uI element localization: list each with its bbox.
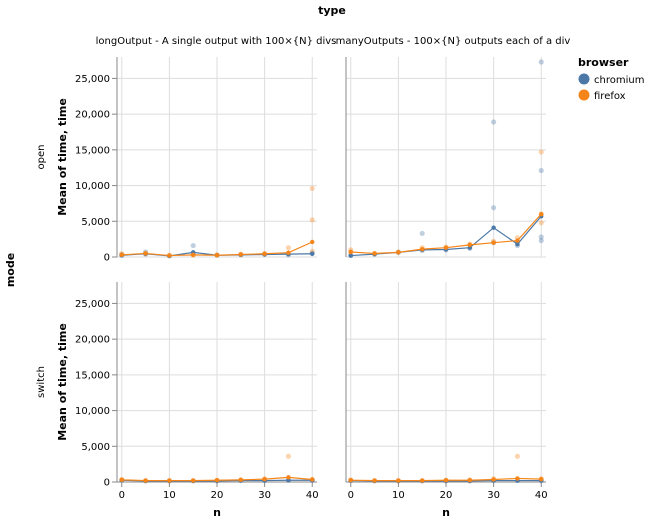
- firefox-mean-point: [372, 478, 377, 483]
- x-axis-title: n: [442, 506, 450, 519]
- chromium-mean-point: [491, 225, 496, 230]
- chromium-sample-point: [491, 119, 497, 125]
- firefox-mean-point: [348, 249, 353, 255]
- chromium-sample-point: [419, 230, 425, 237]
- firefox-mean-point: [167, 253, 172, 258]
- x-tick-label: 30: [487, 490, 500, 501]
- chromium-sample-point: [491, 205, 497, 211]
- row-label-open: open: [36, 145, 47, 170]
- chromium-mean-point: [348, 253, 353, 258]
- firefox-mean-point: [286, 250, 291, 255]
- chromium-sample-point: [538, 237, 544, 244]
- facet-open-0: 0 5,000 10,000 15,000 20,000 25,000 Mean of ti…: [36, 36, 336, 264]
- firefox-mean-point: [539, 211, 544, 217]
- firefox-mean-point: [262, 476, 267, 482]
- column-header: type: [318, 4, 346, 17]
- y-tick-label: 20,000: [75, 335, 110, 346]
- firefox-sample-point: [514, 453, 521, 459]
- firefox-mean-point: [238, 477, 244, 483]
- y-axis-title: Mean of time, time: [56, 98, 69, 216]
- firefox-mean-point: [419, 246, 425, 252]
- chromium-sample-point: [538, 234, 544, 240]
- x-tick-label: 40: [535, 490, 548, 501]
- firefox-mean-point: [467, 242, 473, 248]
- firefox-sample-point: [309, 185, 315, 192]
- legend-swatch-chromium: [578, 73, 590, 85]
- facet-switch-0: 0 5,000 10,000 15,000 20,000 25,000 Mean of ti…: [36, 282, 319, 519]
- x-tick-label: 10: [163, 490, 176, 501]
- y-tick-label: 25,000: [75, 74, 110, 85]
- column-title: longOutput - A single output with 100×{N…: [96, 36, 337, 47]
- x-tick-label: 30: [258, 490, 271, 501]
- firefox-mean-point: [286, 475, 291, 480]
- firefox-mean-point: [443, 478, 449, 483]
- firefox-mean-point: [515, 476, 520, 481]
- chromium-mean-point: [310, 251, 315, 256]
- firefox-mean-point: [167, 478, 172, 483]
- firefox-mean-point: [143, 478, 148, 483]
- firefox-sample-point: [538, 220, 544, 226]
- firefox-mean-point: [539, 476, 544, 482]
- y-tick-label: 0: [104, 253, 110, 264]
- y-tick-label: 5,000: [81, 217, 110, 228]
- x-axis-title: n: [213, 506, 221, 519]
- legend-label-firefox: firefox: [594, 91, 626, 102]
- column-title: manyOutputs - 100×{N} outputs each of a …: [336, 36, 571, 47]
- firefox-sample-point: [538, 149, 544, 155]
- x-tick-label: 0: [348, 490, 354, 501]
- firefox-sample-point: [309, 217, 315, 223]
- firefox-mean-point: [119, 252, 124, 258]
- firefox-mean-point: [443, 245, 449, 250]
- y-axis-title: Mean of time, time: [56, 323, 69, 441]
- firefox-mean-point: [262, 251, 267, 256]
- firefox-mean-point: [348, 478, 353, 483]
- y-tick-label: 15,000: [75, 145, 110, 156]
- y-tick-label: 10,000: [75, 406, 110, 417]
- firefox-mean-point: [467, 478, 473, 483]
- facet-panels: 0 5,000 10,000 15,000 20,000 25,000 Mean of ti…: [36, 36, 570, 519]
- firefox-mean-point: [310, 477, 315, 482]
- firefox-mean-point: [310, 239, 315, 245]
- firefox-mean-point: [419, 478, 425, 483]
- firefox-sample-point: [285, 453, 292, 459]
- chromium-sample-point: [538, 167, 544, 174]
- legend-swatch-firefox: [578, 89, 590, 101]
- y-tick-label: 25,000: [75, 299, 110, 310]
- chromium-mean-point: [515, 241, 520, 247]
- firefox-mean-point: [214, 253, 220, 258]
- y-tick-label: 15,000: [75, 370, 110, 381]
- firefox-mean-point: [143, 251, 148, 256]
- legend-label-chromium: chromium: [594, 75, 644, 86]
- y-tick-label: 0: [104, 478, 110, 489]
- row-label-switch: switch: [36, 366, 47, 398]
- legend-title: browser: [578, 56, 629, 69]
- facet-open-1: manyOutputs - 100×{N} outputs each of a …: [336, 36, 571, 259]
- row-header: mode: [4, 253, 17, 287]
- facet-switch-1: 0 10 20 30 40 n: [345, 282, 548, 519]
- y-tick-label: 20,000: [75, 110, 110, 121]
- x-tick-label: 20: [440, 490, 453, 501]
- firefox-mean-point: [214, 478, 220, 483]
- chromium-sample-point: [190, 242, 196, 249]
- firefox-mean-point: [372, 251, 377, 256]
- firefox-mean-point: [491, 240, 496, 245]
- x-tick-label: 10: [392, 490, 405, 501]
- y-tick-label: 10,000: [75, 181, 110, 192]
- firefox-sample-point: [285, 245, 292, 251]
- y-tick-label: 5,000: [81, 442, 110, 453]
- firefox-mean-point: [396, 478, 401, 483]
- x-tick-label: 40: [306, 490, 319, 501]
- x-tick-label: 20: [211, 490, 224, 501]
- legend: browser chromium firefox: [578, 56, 644, 102]
- firefox-mean-point: [238, 252, 244, 257]
- firefox-mean-point: [396, 250, 401, 255]
- firefox-mean-point: [190, 252, 196, 258]
- x-tick-label: 0: [119, 490, 125, 501]
- firefox-mean-point: [190, 478, 196, 483]
- firefox-mean-point: [515, 238, 520, 243]
- firefox-mean-point: [119, 477, 124, 483]
- chromium-sample-point: [538, 59, 544, 65]
- firefox-mean-point: [491, 477, 496, 482]
